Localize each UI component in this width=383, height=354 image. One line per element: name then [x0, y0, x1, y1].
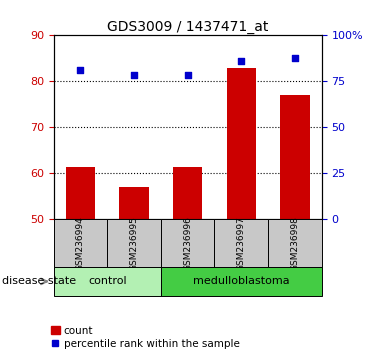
Bar: [280, 95, 309, 219]
Bar: [54, 267, 161, 296]
Bar: [227, 68, 256, 219]
Bar: [119, 187, 149, 219]
Text: disease state: disease state: [2, 276, 76, 286]
Point: [238, 58, 244, 64]
Bar: [66, 166, 95, 219]
Text: GSM236998: GSM236998: [290, 216, 300, 271]
Text: control: control: [88, 276, 126, 286]
Point: [292, 56, 298, 61]
Bar: [214, 219, 268, 267]
Bar: [54, 219, 107, 267]
Text: GSM236996: GSM236996: [183, 216, 192, 271]
Text: GSM236994: GSM236994: [76, 216, 85, 271]
Point: [185, 72, 191, 77]
Text: GSM236997: GSM236997: [237, 216, 246, 271]
Title: GDS3009 / 1437471_at: GDS3009 / 1437471_at: [107, 21, 268, 34]
Bar: [268, 219, 322, 267]
Bar: [161, 219, 214, 267]
Text: GSM236995: GSM236995: [129, 216, 139, 271]
Bar: [173, 166, 203, 219]
Text: medulloblastoma: medulloblastoma: [193, 276, 290, 286]
Bar: [161, 267, 322, 296]
Bar: [107, 219, 161, 267]
Point: [77, 67, 83, 73]
Legend: count, percentile rank within the sample: count, percentile rank within the sample: [51, 326, 239, 349]
Point: [131, 72, 137, 77]
